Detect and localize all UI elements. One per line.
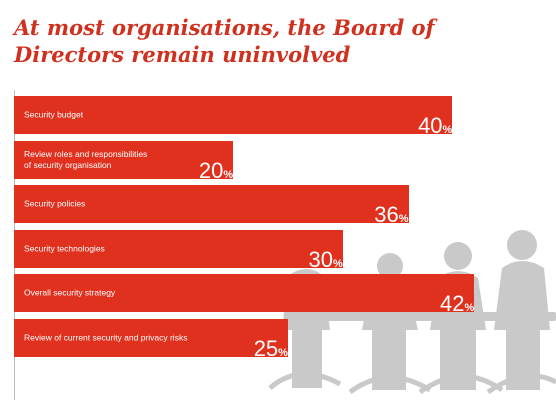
bar: Overall security strategy 42% (14, 274, 475, 315)
chart-title: At most organisations, the Board of Dire… (14, 15, 435, 67)
bar-category-label: Review roles and responsibilities of sec… (24, 148, 148, 170)
bar: Security technologies 30% (14, 229, 343, 270)
bar: Security policies 36% (14, 185, 409, 226)
bar: Review roles and responsibilities of sec… (14, 140, 234, 181)
bar-value-label: 20% (198, 157, 234, 183)
bar-value-label: 25% (253, 335, 288, 361)
bar-category-label: Security policies (24, 198, 86, 209)
bar-value-label: 36% (374, 202, 409, 227)
bar-category-label: Security technologies (24, 243, 105, 253)
bar-value-label: 30% (308, 246, 343, 272)
bar: Review of current security and privacy r… (14, 318, 288, 359)
bar-category-label: Review of current security and privacy r… (24, 332, 188, 342)
bar-category-label: Overall security strategy (24, 287, 116, 298)
bar-value-label: 42% (439, 291, 475, 316)
bar: Security budget 40% (14, 96, 453, 137)
bar-category-label: Security budget (24, 109, 84, 120)
bar-value-label: 40% (418, 113, 453, 138)
